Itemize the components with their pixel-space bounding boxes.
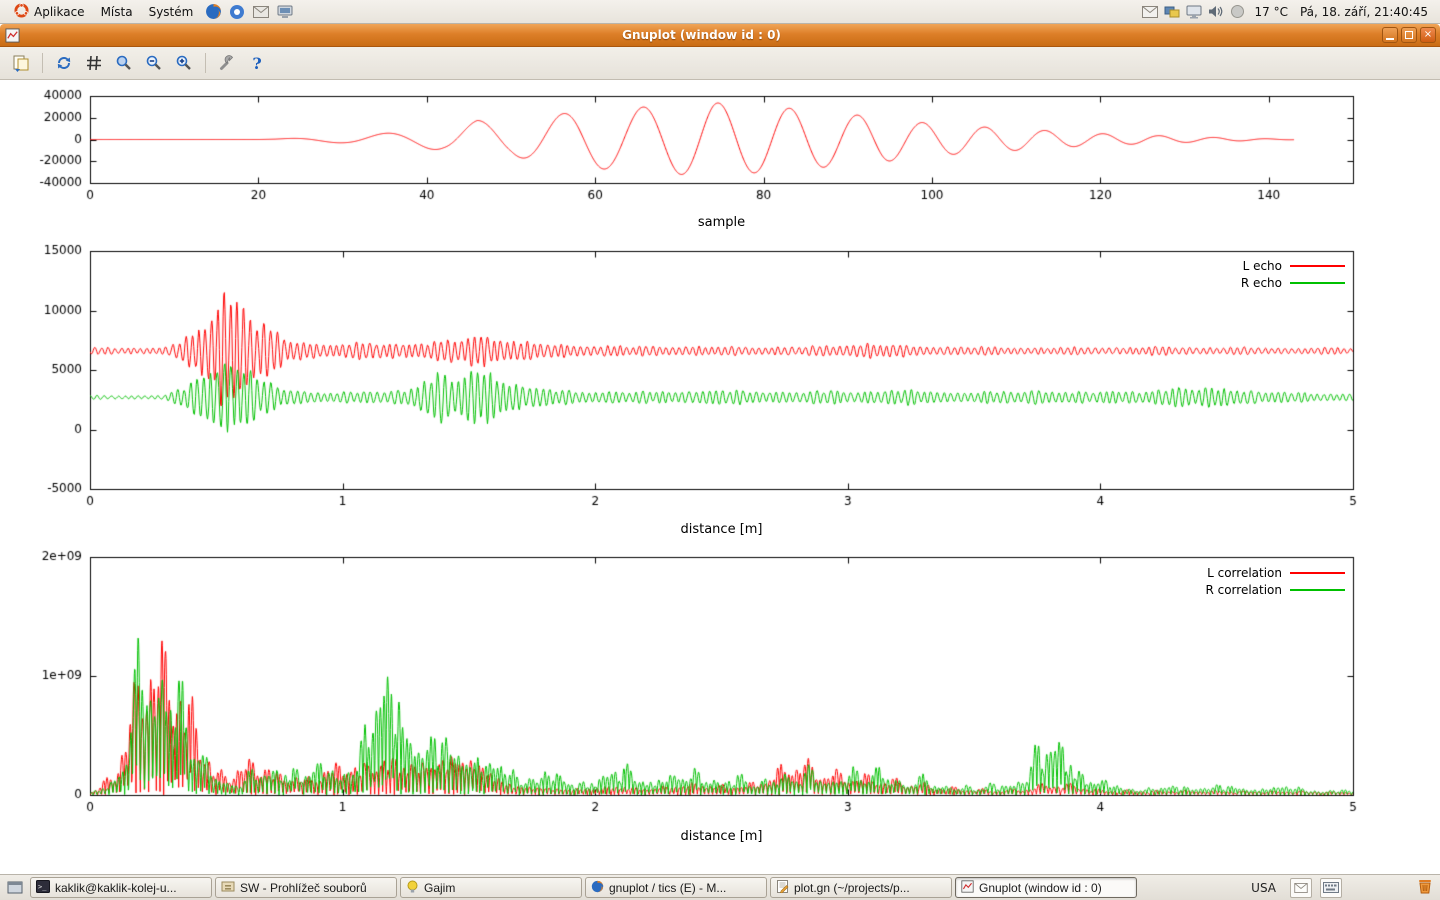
chart3-legend: L correlation R correlation [1205,566,1345,597]
taskbar-right: USA [1245,877,1436,898]
mail-launcher-icon[interactable] [249,0,273,23]
toolbar-separator [205,53,206,73]
titlebar[interactable]: Gnuplot (window id : 0) × [0,24,1440,47]
legend-entry: R echo [1241,276,1345,290]
legend-line-sample [1290,282,1345,284]
keyboard-icon[interactable] [1320,877,1342,898]
task-label: SW - Prohlížeč souborů [240,880,367,895]
legend-entry: L correlation [1205,566,1345,580]
help-icon[interactable]: ? [252,53,262,73]
taskbar-item-editor[interactable]: plot.gn (~/projects/p... [770,877,952,898]
legend-entry: L echo [1241,259,1345,273]
screenshot-launcher-icon[interactable] [273,0,297,23]
firefox-icon [591,880,604,896]
remote-session-icon[interactable] [1161,0,1183,23]
window-controls: × [1382,27,1436,43]
plot-area: sample distance [m] distance [m] L echo … [0,80,1440,874]
chart2-legend: L echo R echo [1241,259,1345,290]
taskbar-item-terminal[interactable]: >_ kaklik@kaklik-kolej-u... [30,877,212,898]
task-label: Gnuplot (window id : 0) [979,880,1102,895]
close-button[interactable]: × [1420,27,1436,43]
panel-left: Aplikace Místa Systém [6,0,297,23]
taskbar: >_ kaklik@kaklik-kolej-u... SW - Prohlíž… [0,874,1440,900]
legend-line-sample [1290,572,1345,574]
firefox-launcher-icon[interactable] [201,0,225,23]
menu-places[interactable]: Místa [93,0,141,23]
svg-text:>_: >_ [38,883,47,891]
taskbar-item-gajim[interactable]: Gajim [400,877,582,898]
gnuplot-icon [961,879,974,896]
taskbar-item-gnuplot[interactable]: Gnuplot (window id : 0) [955,877,1137,898]
chart2-xlabel: distance [m] [680,522,763,537]
task-button-list: >_ kaklik@kaklik-kolej-u... SW - Prohlíž… [30,877,1245,898]
show-desktop-icon[interactable] [4,878,26,898]
maximize-button[interactable] [1401,27,1417,43]
help-launcher-icon[interactable] [225,0,249,23]
legend-label: L echo [1242,259,1282,273]
legend-label: L correlation [1207,566,1282,580]
zoom-previous-icon[interactable] [111,50,137,76]
mail-notification-icon[interactable] [1139,0,1161,23]
replot-icon[interactable] [51,50,77,76]
menu-applications[interactable]: Aplikace [6,0,93,23]
weather-icon[interactable] [1227,0,1249,23]
legend-entry: R correlation [1205,583,1345,597]
file-manager-icon [221,880,235,896]
toggle-grid-icon[interactable] [81,50,107,76]
keyboard-layout-indicator[interactable]: USA [1251,880,1276,895]
task-label: plot.gn (~/projects/p... [794,880,910,895]
gnuplot-window: Gnuplot (window id : 0) × [0,24,1440,874]
gnuplot-window-icon [4,27,21,44]
clock[interactable]: Pá, 18. září, 21:40:45 [1299,4,1428,19]
menu-label: Systém [148,4,194,19]
legend-label: R correlation [1205,583,1282,597]
gajim-icon [406,880,419,896]
temperature-indicator[interactable]: 17 °C [1254,4,1288,19]
legend-label: R echo [1240,276,1282,290]
chart3-xlabel: distance [m] [680,829,763,844]
trash-icon[interactable] [1416,877,1434,898]
panel-right: 17 °C Pá, 18. září, 21:40:45 [1139,0,1435,23]
volume-icon[interactable] [1205,0,1227,23]
taskbar-item-file-manager[interactable]: SW - Prohlížeč souborů [215,877,397,898]
copy-to-clipboard-icon[interactable] [8,50,34,76]
menu-label: Aplikace [34,4,85,19]
chart1-xlabel: sample [697,215,746,230]
legend-line-sample [1290,589,1345,591]
charts-canvas[interactable] [0,80,1440,874]
toolbar: ? [0,47,1440,80]
task-label: gnuplot / tics (E) - M... [609,880,727,895]
menu-label: Místa [100,4,133,19]
terminal-icon: >_ [36,879,50,896]
top-panel: Aplikace Místa Systém [0,0,1440,24]
ubuntu-logo-icon [14,2,29,21]
task-label: kaklik@kaklik-kolej-u... [55,880,177,895]
mail-tray-icon[interactable] [1290,877,1312,898]
text-editor-icon [776,879,789,896]
taskbar-item-firefox[interactable]: gnuplot / tics (E) - M... [585,877,767,898]
display-icon[interactable] [1183,0,1205,23]
configure-icon[interactable] [214,50,240,76]
window-title: Gnuplot (window id : 0) [622,28,781,42]
minimize-button[interactable] [1382,27,1398,43]
zoom-in-icon[interactable] [171,50,197,76]
legend-line-sample [1290,265,1345,267]
task-label: Gajim [424,880,456,895]
menu-system[interactable]: Systém [141,0,202,23]
zoom-out-icon[interactable] [141,50,167,76]
toolbar-separator [42,53,43,73]
